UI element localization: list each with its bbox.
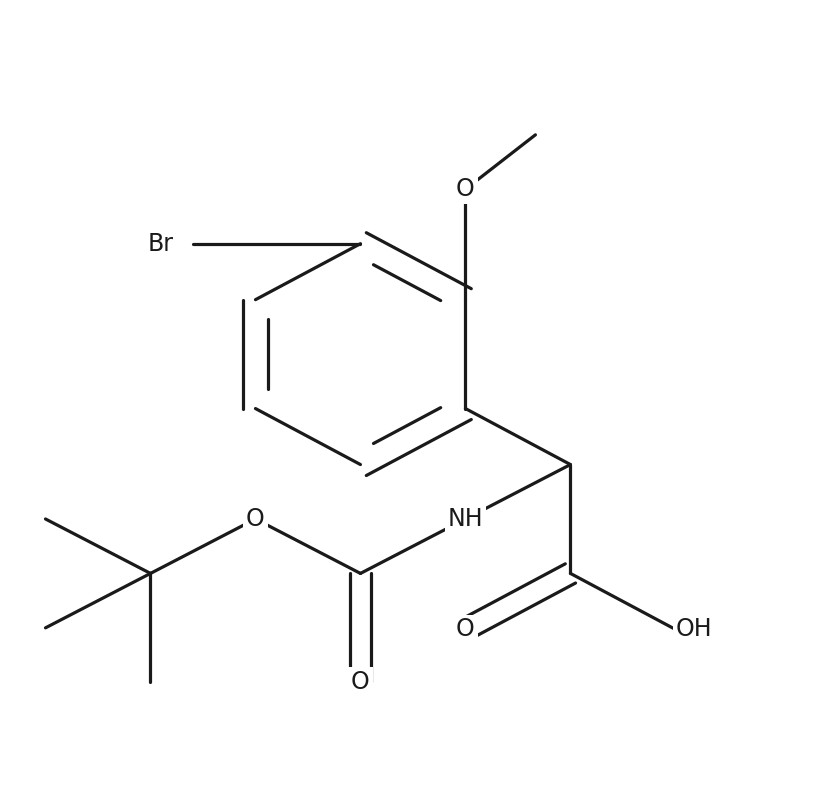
- Text: O: O: [456, 618, 475, 641]
- Text: O: O: [351, 670, 370, 694]
- Text: Br: Br: [148, 232, 173, 255]
- Text: O: O: [246, 507, 265, 531]
- Text: NH: NH: [448, 507, 483, 531]
- Text: O: O: [456, 178, 475, 201]
- Text: OH: OH: [676, 618, 712, 641]
